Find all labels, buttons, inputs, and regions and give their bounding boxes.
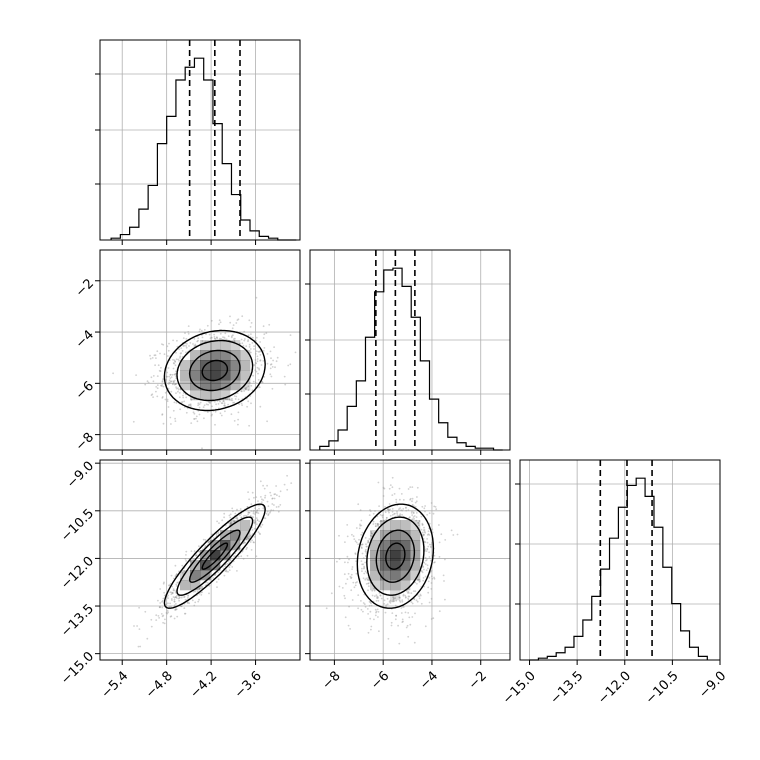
hist-p2-frame	[309, 249, 511, 451]
x-tick-label-col0-1: −4.8	[143, 669, 176, 702]
joint-p1-p2-contour-2	[176, 339, 254, 402]
joint-p2-p3-frame	[309, 459, 511, 661]
x-tick-label-col2-4: −9.0	[696, 669, 729, 702]
x-tick-label-col1-1: −6	[368, 669, 392, 693]
x-tick-label-col2-3: −10.5	[643, 669, 682, 708]
x-tick-label-col1-0: −8	[319, 669, 343, 693]
joint-p2-p3-contour-3	[356, 503, 435, 609]
x-tick-label-col2-0: −15.0	[500, 669, 539, 708]
hist-p1-frame	[99, 39, 301, 241]
y-tick-label-row2-3: −10.5	[58, 506, 97, 545]
y-tick-label-row2-0: −15.0	[58, 649, 97, 688]
joint-p1-p2-contour-0	[201, 359, 229, 382]
joint-p2-p3-contour-0	[385, 542, 406, 570]
joint-p1-p3-contour-1	[188, 529, 241, 583]
x-tick-label-col1-2: −4	[417, 669, 441, 693]
joint-p2-p3-panel	[305, 459, 511, 665]
x-tick-label-col2-1: −13.5	[548, 669, 587, 708]
y-tick-label-row1-0: −8	[73, 430, 97, 454]
y-tick-label-row1-1: −6	[73, 379, 97, 403]
joint-p1-p2-contour-1	[188, 349, 241, 392]
hist-p3-panel	[515, 459, 721, 665]
joint-p1-p2-frame	[99, 249, 301, 451]
y-tick-label-row1-3: −2	[73, 276, 97, 300]
hist-p2-histogram-step	[319, 267, 503, 451]
x-tick-label-col1-3: −2	[466, 669, 490, 693]
x-tick-label-col0-3: −3.6	[232, 669, 265, 702]
y-tick-label-row1-2: −4	[73, 327, 97, 351]
joint-p2-p3-contour-1	[375, 529, 416, 583]
hist-p1-histogram-step	[110, 57, 297, 241]
hist-p3-histogram-step	[529, 477, 708, 661]
hist-p1-panel	[95, 39, 301, 245]
x-tick-label-col0-0: −5.4	[99, 669, 132, 702]
joint-p1-p3-frame	[99, 459, 301, 661]
y-tick-label-row2-4: −9.0	[64, 459, 97, 492]
y-tick-label-row2-1: −13.5	[58, 601, 97, 640]
joint-p1-p2-contour-3	[163, 329, 266, 412]
joint-p1-p3-contour-0	[201, 542, 229, 570]
joint-p1-p3-panel	[95, 459, 301, 665]
tick-labels: −5.4 −4.8 −4.2 −3.6 −8 −6 −4 −2 −15.0 −13.5 −12.0−…	[58, 276, 729, 707]
joint-p2-p3-contour-2	[366, 516, 425, 596]
x-tick-label-col2-2: −12.0	[595, 669, 634, 708]
hist-p2-panel	[305, 249, 511, 455]
joint-p1-p2-panel	[95, 249, 301, 455]
hist-p3-frame	[519, 459, 721, 661]
joint-p1-p3-scatter-points	[133, 474, 293, 648]
joint-p1-p3-contour-3	[163, 503, 266, 609]
x-tick-label-col0-2: −4.2	[187, 669, 220, 702]
y-tick-label-row2-2: −12.0	[58, 554, 97, 593]
joint-p1-p3-contour-2	[176, 516, 254, 596]
joint-p2-p3-density-cells	[370, 520, 421, 601]
